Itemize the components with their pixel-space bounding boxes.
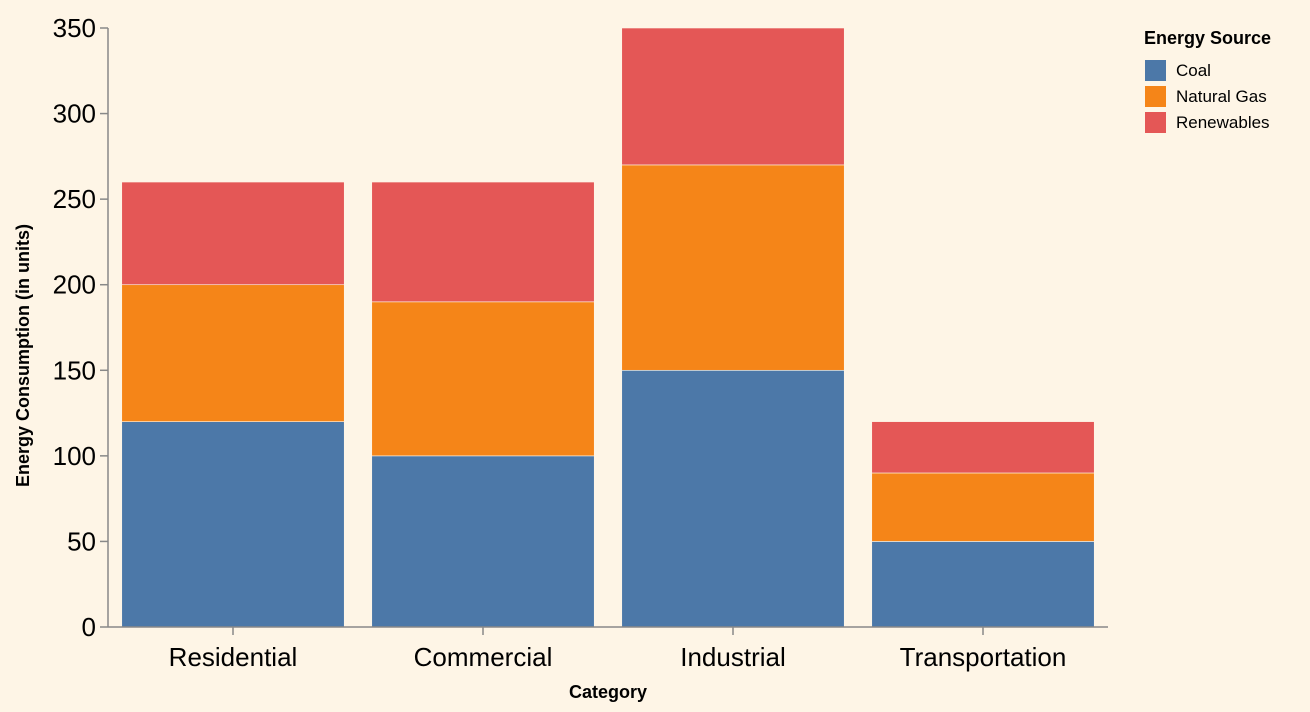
y-axis: 0 50 100 150 200 250 300 350 bbox=[53, 13, 109, 642]
legend-swatch-coal bbox=[1145, 60, 1166, 81]
legend-swatch-renewables bbox=[1145, 112, 1166, 133]
y-tick-label: 200 bbox=[53, 270, 96, 300]
legend-label-renewables: Renewables bbox=[1176, 113, 1270, 132]
x-tick-label: Industrial bbox=[680, 642, 786, 672]
bar-transportation-natural-gas bbox=[871, 472, 1095, 542]
x-axis: Residential Commercial Industrial Transport… bbox=[108, 626, 1108, 672]
x-tick-label: Residential bbox=[169, 642, 298, 672]
y-axis-title: Energy Consumption (in units) bbox=[13, 224, 33, 487]
y-tick-label: 100 bbox=[53, 441, 96, 471]
bar-residential-natural-gas bbox=[121, 284, 345, 422]
bar-commercial-natural-gas bbox=[371, 301, 595, 457]
bar-industrial-renewables bbox=[621, 27, 845, 166]
bar-commercial-renewables bbox=[371, 181, 595, 303]
legend: Energy Source Coal Natural Gas Renewables bbox=[1144, 28, 1271, 133]
x-tick-label: Commercial bbox=[414, 642, 553, 672]
y-tick-label: 150 bbox=[53, 355, 96, 385]
legend-title: Energy Source bbox=[1144, 28, 1271, 48]
bar-transportation-renewables bbox=[871, 421, 1095, 474]
y-tick-label: 250 bbox=[53, 184, 96, 214]
bar-commercial-coal bbox=[371, 455, 595, 628]
bars-layer bbox=[121, 27, 1095, 628]
y-tick-label: 0 bbox=[82, 612, 96, 642]
bar-residential-renewables bbox=[121, 181, 345, 286]
legend-label-natural-gas: Natural Gas bbox=[1176, 87, 1267, 106]
bar-transportation-coal bbox=[871, 541, 1095, 628]
y-tick-label: 300 bbox=[53, 99, 96, 129]
legend-swatch-natural-gas bbox=[1145, 86, 1166, 107]
bar-industrial-coal bbox=[621, 369, 845, 628]
y-tick-label: 350 bbox=[53, 13, 96, 43]
x-tick-label: Transportation bbox=[900, 642, 1067, 672]
bar-industrial-natural-gas bbox=[621, 164, 845, 371]
y-tick-label: 50 bbox=[67, 526, 96, 556]
legend-label-coal: Coal bbox=[1176, 61, 1211, 80]
x-axis-title: Category bbox=[569, 682, 647, 702]
bar-residential-coal bbox=[121, 421, 345, 628]
